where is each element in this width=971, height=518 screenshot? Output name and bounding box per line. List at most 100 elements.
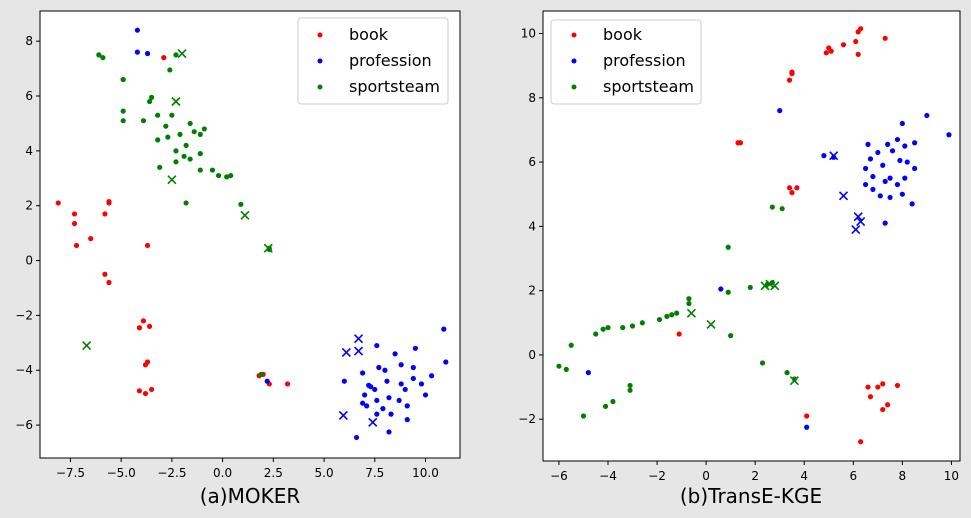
x-tick-label: −2: [648, 469, 666, 483]
y-tick-label: 4: [528, 219, 536, 233]
legend-marker-sportsteam: [317, 84, 323, 90]
point-profession: [889, 148, 896, 154]
point-book: [146, 323, 153, 329]
point-sportsteam: [627, 382, 633, 389]
point-sportsteam: [600, 326, 606, 332]
point-profession: [372, 386, 378, 393]
y-tick-label: 4: [25, 144, 33, 158]
point-sportsteam: [173, 52, 179, 58]
point-sportsteam: [201, 126, 207, 132]
point-profession: [384, 378, 390, 384]
point-sportsteam: [639, 320, 645, 326]
cross-profession: [368, 417, 378, 427]
point-book: [858, 439, 864, 445]
legend-moker: book profession sportsteam: [297, 17, 449, 105]
point-profession: [364, 403, 370, 409]
point-book: [789, 71, 795, 77]
point-profession: [885, 141, 891, 147]
x-tick-label: 4: [800, 469, 808, 483]
data-marks-transe-kge: [556, 26, 952, 445]
point-sportsteam: [620, 325, 626, 331]
point-sportsteam: [784, 370, 790, 376]
x-tick-label: −6: [550, 469, 568, 483]
point-profession: [899, 120, 905, 127]
point-sportsteam: [120, 76, 126, 83]
x-tick-label: 8: [899, 469, 907, 483]
y-tick-label: 0: [25, 254, 33, 268]
point-sportsteam: [100, 55, 106, 61]
y-tick-label: 10: [521, 27, 536, 41]
point-book: [102, 211, 108, 217]
point-sportsteam: [779, 206, 785, 212]
point-sportsteam: [747, 284, 753, 291]
point-sportsteam: [725, 289, 731, 295]
point-profession: [374, 342, 380, 349]
point-profession: [882, 220, 888, 226]
point-profession: [902, 143, 908, 149]
legend-frame: [550, 19, 702, 105]
point-book: [867, 394, 874, 400]
point-book: [136, 388, 143, 394]
point-book: [71, 220, 78, 227]
point-book: [73, 242, 80, 249]
cross-profession: [838, 191, 849, 201]
point-sportsteam: [173, 148, 179, 154]
point-profession: [392, 351, 398, 357]
point-profession: [410, 375, 416, 382]
point-sportsteam: [228, 172, 234, 179]
point-sportsteam: [563, 366, 569, 372]
point-book: [142, 390, 149, 397]
point-book: [140, 318, 147, 324]
point-profession: [441, 326, 447, 332]
point-book: [855, 51, 861, 57]
point-profession: [777, 108, 783, 114]
legend-marker-profession: [571, 58, 577, 64]
point-sportsteam: [120, 108, 126, 114]
cross-sportsteam: [240, 210, 250, 220]
cross-profession: [338, 410, 348, 421]
point-book: [840, 42, 847, 48]
x-tick-label: −4: [599, 469, 617, 483]
y-tick-label: 8: [25, 34, 33, 48]
point-profession: [422, 392, 429, 398]
point-profession: [897, 157, 903, 164]
point-sportsteam: [155, 137, 161, 143]
point-profession: [396, 397, 402, 404]
point-sportsteam: [167, 67, 173, 73]
point-sportsteam: [146, 98, 153, 105]
point-profession: [374, 397, 380, 404]
y-tick-label: 6: [528, 155, 536, 169]
cross-profession: [856, 216, 866, 227]
point-sportsteam: [580, 413, 587, 419]
point-profession: [894, 181, 901, 188]
point-book: [853, 38, 859, 45]
y-tick-label: 2: [25, 199, 33, 213]
point-sportsteam: [629, 323, 636, 329]
cross-sportsteam: [263, 243, 273, 253]
point-sportsteam: [568, 342, 574, 348]
point-sportsteam: [140, 118, 147, 124]
point-sportsteam: [165, 134, 171, 140]
point-sportsteam: [728, 333, 734, 339]
point-sportsteam: [215, 172, 222, 179]
point-sportsteam: [120, 118, 126, 124]
point-sportsteam: [674, 310, 680, 316]
point-book: [136, 325, 143, 331]
point-profession: [862, 181, 869, 188]
point-book: [676, 331, 682, 337]
point-profession: [404, 403, 410, 409]
point-sportsteam: [183, 142, 189, 148]
point-book: [102, 271, 108, 277]
legend-label-sportsteam: sportsteam: [349, 77, 440, 96]
cross-profession: [853, 212, 863, 222]
x-tick-label: 2.5: [264, 466, 283, 480]
point-sportsteam: [181, 153, 187, 159]
point-profession: [912, 165, 918, 172]
point-book: [786, 185, 793, 191]
x-tick-label: 6: [849, 469, 857, 483]
point-sportsteam: [224, 174, 230, 180]
point-book: [144, 242, 151, 249]
point-profession: [144, 50, 151, 57]
point-profession: [382, 367, 388, 373]
cross-profession: [341, 347, 351, 357]
